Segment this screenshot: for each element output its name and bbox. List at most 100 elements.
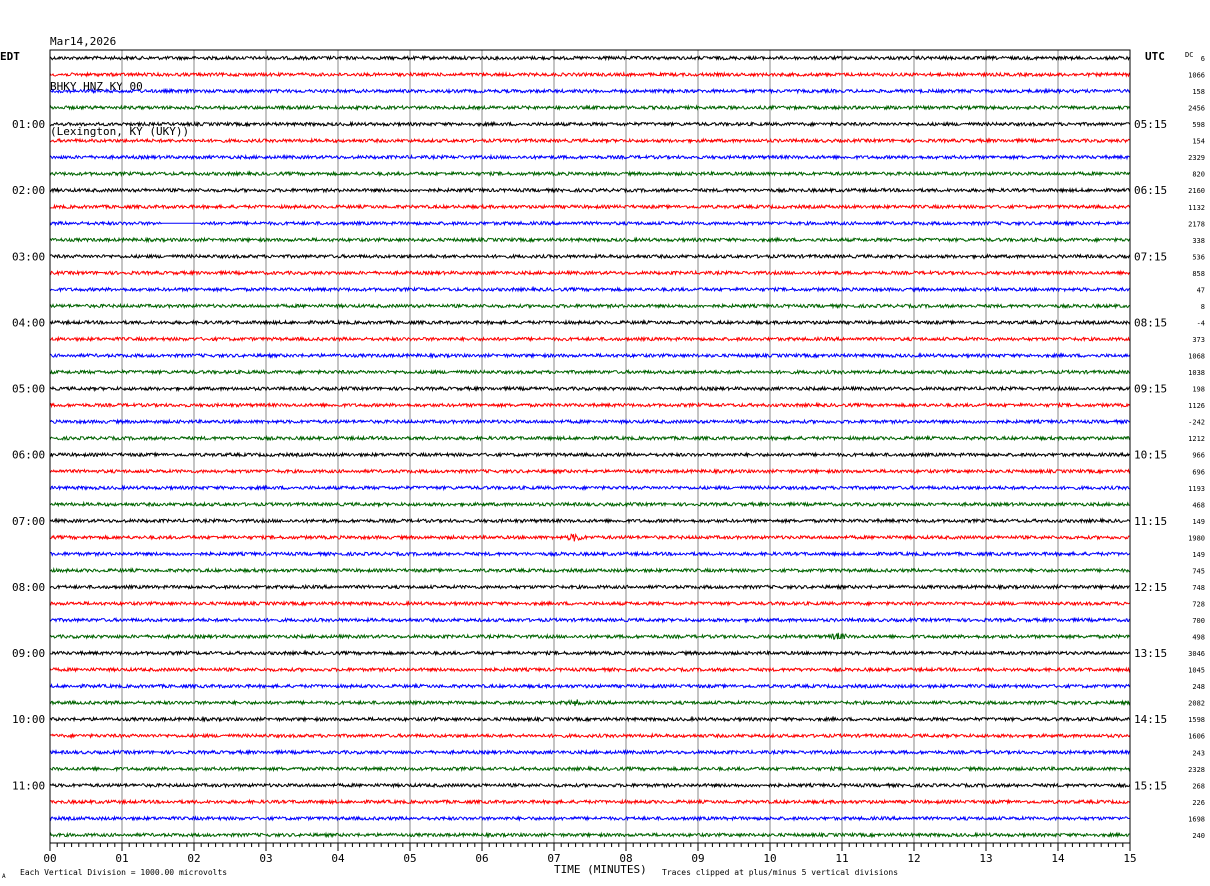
dc-offset-value: 966 bbox=[1192, 452, 1205, 460]
dc-offset-value: 1698 bbox=[1188, 815, 1205, 823]
x-tick-label: 02 bbox=[187, 852, 200, 865]
seismic-trace bbox=[49, 682, 1131, 690]
right-hour-label: 13:15 bbox=[1134, 647, 1167, 660]
x-tick-label: 14 bbox=[1051, 852, 1065, 865]
seismic-trace bbox=[49, 401, 1131, 409]
dc-offset-value: -242 bbox=[1188, 419, 1205, 427]
dc-offset-value: 3046 bbox=[1188, 650, 1205, 658]
seismic-trace bbox=[49, 352, 1131, 360]
seismic-trace bbox=[49, 137, 1131, 145]
x-tick-label: 11 bbox=[835, 852, 848, 865]
clip-note: Traces clipped at plus/minus 5 vertical … bbox=[662, 868, 898, 877]
seismic-trace bbox=[49, 715, 1131, 723]
seismic-trace bbox=[49, 532, 1131, 542]
seismic-trace bbox=[49, 418, 1131, 426]
dc-offset-value: 47 bbox=[1197, 286, 1205, 294]
left-hour-label: 05:00 bbox=[12, 383, 45, 396]
x-axis-title: TIME (MINUTES) bbox=[554, 863, 647, 876]
dc-offset-value: 268 bbox=[1192, 782, 1205, 790]
header-location: (Lexington, KY (UKY)) bbox=[50, 125, 190, 138]
dc-offset-value: 598 bbox=[1192, 121, 1205, 129]
scale-note: Each Vertical Division = 1000.00 microvo… bbox=[20, 868, 227, 877]
seismic-trace bbox=[49, 583, 1131, 591]
right-hour-label: 15:15 bbox=[1134, 779, 1167, 792]
x-tick-label: 15 bbox=[1123, 852, 1136, 865]
left-hour-label: 04:00 bbox=[12, 316, 45, 329]
dc-offset-value: 696 bbox=[1192, 468, 1205, 476]
seismic-trace bbox=[49, 666, 1131, 674]
right-hour-label: 12:15 bbox=[1134, 581, 1167, 594]
seismic-trace bbox=[49, 285, 1131, 293]
seismic-trace bbox=[49, 104, 1131, 112]
dc-offset-value: 1066 bbox=[1188, 72, 1205, 80]
dc-offset-value: 1045 bbox=[1188, 667, 1205, 675]
right-hour-label: 11:15 bbox=[1134, 515, 1167, 528]
left-hour-label: 10:00 bbox=[12, 713, 45, 726]
dc-offset-value: 1132 bbox=[1188, 204, 1205, 212]
seismic-trace bbox=[49, 484, 1131, 492]
left-hour-label: 06:00 bbox=[12, 449, 45, 462]
seismic-trace bbox=[49, 120, 1131, 128]
dc-offset-value: 1212 bbox=[1188, 435, 1205, 443]
corner-glyph: A bbox=[2, 873, 6, 880]
seismic-trace bbox=[49, 765, 1131, 773]
dc-offset-value: 6 bbox=[1201, 55, 1205, 63]
seismic-trace bbox=[49, 814, 1131, 822]
dc-offset-labels: 6 1066 158 2456 598 154 2329 820 2160 1132 2178 338… bbox=[1188, 55, 1205, 840]
dc-offset-value: 1606 bbox=[1188, 733, 1205, 741]
dc-offset-value: 1126 bbox=[1188, 402, 1205, 410]
seismic-trace bbox=[49, 54, 1131, 62]
grid-lines bbox=[121, 50, 1059, 843]
dc-offset-value: 745 bbox=[1192, 567, 1205, 575]
x-tick-label: 00 bbox=[43, 852, 56, 865]
left-hour-label: 07:00 bbox=[12, 515, 45, 528]
dc-offset-value: 498 bbox=[1192, 634, 1205, 642]
seismic-trace bbox=[49, 600, 1131, 607]
dc-offset-value: 2328 bbox=[1188, 766, 1205, 774]
dc-offset-value: -4 bbox=[1197, 319, 1205, 327]
x-tick-label: 13 bbox=[979, 852, 992, 865]
dc-offset-value: 2329 bbox=[1188, 154, 1205, 162]
seismic-trace bbox=[49, 566, 1131, 574]
dc-offset-value: 1980 bbox=[1188, 534, 1205, 542]
seismic-trace bbox=[49, 87, 1131, 95]
seismic-trace bbox=[49, 385, 1131, 393]
seismic-trace bbox=[49, 252, 1131, 260]
right-hour-label: 08:15 bbox=[1134, 316, 1167, 329]
dc-offset-value: 820 bbox=[1192, 171, 1205, 179]
header-date: Mar14,2026 bbox=[50, 35, 117, 48]
x-tick-label: 08 bbox=[619, 852, 632, 865]
seismic-trace bbox=[49, 186, 1131, 194]
dc-offset-value: 8 bbox=[1201, 303, 1205, 311]
seismic-trace bbox=[49, 550, 1131, 558]
x-tick-label: 10 bbox=[763, 852, 776, 865]
x-axis: 00 01 02 03 04 05 06 07 08 09 10 11 12 13 14 15 bbox=[43, 843, 1137, 865]
dc-offset-value: 1038 bbox=[1188, 369, 1205, 377]
left-hour-label: 01:00 bbox=[12, 118, 45, 131]
x-tick-label: 09 bbox=[691, 852, 704, 865]
right-hour-label: 10:15 bbox=[1134, 449, 1167, 462]
right-hour-label: 09:15 bbox=[1134, 383, 1167, 396]
right-hour-label: 05:15 bbox=[1134, 118, 1167, 131]
dc-offset-value: 243 bbox=[1192, 749, 1205, 757]
seismic-trace bbox=[49, 500, 1131, 508]
time-labels: 01:00 02:00 03:00 04:00 05:00 06:00 07:00 08:00… bbox=[12, 118, 1167, 792]
seismic-trace bbox=[49, 71, 1131, 78]
seismic-trace bbox=[49, 451, 1131, 459]
seismic-trace bbox=[49, 434, 1131, 442]
dc-offset-value: 2178 bbox=[1188, 220, 1205, 228]
dc-offset-value: 158 bbox=[1192, 88, 1205, 96]
dc-offset-value: 226 bbox=[1192, 799, 1205, 807]
seismic-trace bbox=[49, 649, 1131, 657]
right-hour-label: 06:15 bbox=[1134, 184, 1167, 197]
seismic-trace bbox=[49, 269, 1131, 277]
x-tick-label: 03 bbox=[259, 852, 272, 865]
seismic-trace bbox=[49, 699, 1131, 707]
seismic-trace bbox=[49, 203, 1131, 211]
dc-offset-value: 2082 bbox=[1188, 700, 1205, 708]
x-tick-label: 01 bbox=[115, 852, 128, 865]
dc-offset-value: 149 bbox=[1192, 551, 1205, 559]
seismic-trace bbox=[49, 798, 1131, 806]
dc-offset-value: 1068 bbox=[1188, 353, 1205, 361]
dc-offset-value: 468 bbox=[1192, 501, 1205, 509]
